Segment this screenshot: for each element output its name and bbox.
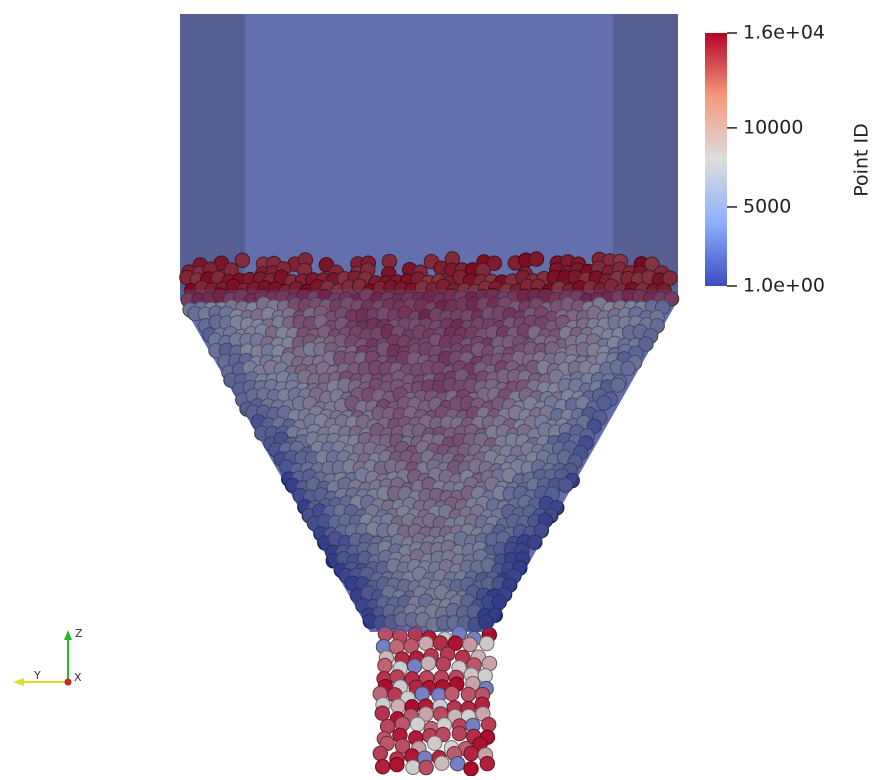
y-label: Y bbox=[33, 669, 41, 682]
colorbar-gradient bbox=[705, 33, 727, 286]
particle bbox=[419, 760, 433, 774]
axes-triad: Z Y X bbox=[13, 627, 83, 686]
x-label: X bbox=[74, 671, 82, 684]
colorbar-title: Point ID bbox=[851, 123, 873, 196]
particle bbox=[373, 746, 387, 760]
particle bbox=[464, 746, 478, 760]
colorbar: Point ID 1.6e+04 10000 5000 1.0e+00 bbox=[705, 22, 873, 297]
hopper-side bbox=[180, 14, 245, 300]
particle bbox=[435, 756, 449, 770]
particle bbox=[480, 756, 494, 770]
colorbar-tick-label: 1.0e+00 bbox=[743, 275, 825, 297]
particle bbox=[452, 726, 466, 740]
particle bbox=[445, 686, 459, 700]
y-arrow bbox=[13, 678, 24, 686]
colorbar-tick-label: 1.6e+04 bbox=[743, 22, 825, 44]
particle bbox=[529, 252, 543, 266]
particle bbox=[450, 757, 464, 771]
particle bbox=[390, 757, 404, 771]
colorbar-tick-label: 10000 bbox=[743, 116, 803, 138]
particle bbox=[478, 669, 492, 683]
particle bbox=[480, 636, 494, 650]
particle bbox=[378, 658, 392, 672]
z-arrow bbox=[64, 630, 72, 640]
hopper-front bbox=[180, 290, 678, 632]
x-axis bbox=[65, 679, 72, 686]
particle bbox=[436, 657, 450, 671]
particle bbox=[461, 687, 475, 701]
particle bbox=[376, 760, 390, 774]
colorbar-tick-label: 5000 bbox=[743, 195, 791, 217]
particle bbox=[411, 717, 425, 731]
particle bbox=[463, 637, 477, 651]
particle bbox=[428, 736, 442, 750]
particle bbox=[375, 706, 389, 720]
particle bbox=[406, 760, 420, 774]
z-label: Z bbox=[75, 627, 83, 640]
particle bbox=[235, 253, 249, 267]
particle bbox=[464, 762, 478, 776]
particle bbox=[407, 659, 421, 673]
particle bbox=[421, 656, 435, 670]
render-view: Point ID 1.6e+04 10000 5000 1.0e+00 Z Y X bbox=[0, 0, 874, 776]
